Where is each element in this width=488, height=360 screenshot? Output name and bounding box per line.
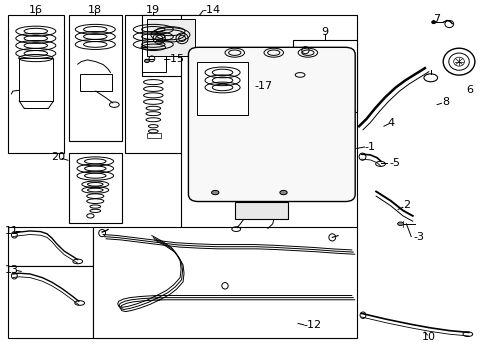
- Bar: [19, 58, 53, 101]
- Text: -12: -12: [303, 320, 321, 330]
- Ellipse shape: [431, 21, 435, 24]
- Bar: [147, 19, 194, 56]
- Text: 19: 19: [146, 5, 160, 15]
- Text: 16: 16: [29, 5, 43, 15]
- Bar: [196, 62, 248, 115]
- Text: 11: 11: [4, 226, 19, 236]
- Ellipse shape: [211, 190, 219, 195]
- Ellipse shape: [144, 59, 149, 63]
- Bar: [8, 15, 64, 153]
- Bar: [293, 40, 356, 112]
- Text: 7: 7: [433, 14, 440, 24]
- Text: 9: 9: [321, 27, 328, 37]
- Bar: [195, 62, 249, 116]
- Bar: [80, 74, 112, 91]
- Bar: [142, 47, 165, 72]
- Text: 2: 2: [402, 200, 409, 210]
- Text: -15: -15: [166, 54, 184, 64]
- Text: -5: -5: [388, 158, 399, 168]
- Bar: [69, 15, 122, 140]
- Bar: [181, 15, 356, 228]
- Text: -14: -14: [202, 5, 220, 15]
- Bar: [8, 226, 93, 266]
- Bar: [69, 153, 122, 223]
- Text: 6: 6: [466, 85, 472, 95]
- Ellipse shape: [279, 190, 286, 195]
- Bar: [93, 226, 356, 338]
- Text: 18: 18: [88, 5, 102, 15]
- Text: -1: -1: [364, 142, 375, 152]
- Bar: [142, 15, 200, 76]
- Ellipse shape: [397, 222, 403, 226]
- Text: 13: 13: [4, 265, 19, 275]
- Text: -17: -17: [254, 81, 272, 91]
- Bar: [234, 202, 288, 220]
- Bar: [125, 15, 182, 153]
- Text: 20: 20: [51, 152, 65, 162]
- Bar: [8, 266, 93, 338]
- Text: 8: 8: [441, 97, 448, 107]
- Text: -3: -3: [413, 232, 424, 242]
- Text: 10: 10: [421, 332, 435, 342]
- Text: 4: 4: [386, 118, 393, 128]
- FancyBboxPatch shape: [188, 47, 354, 202]
- Bar: [147, 133, 160, 138]
